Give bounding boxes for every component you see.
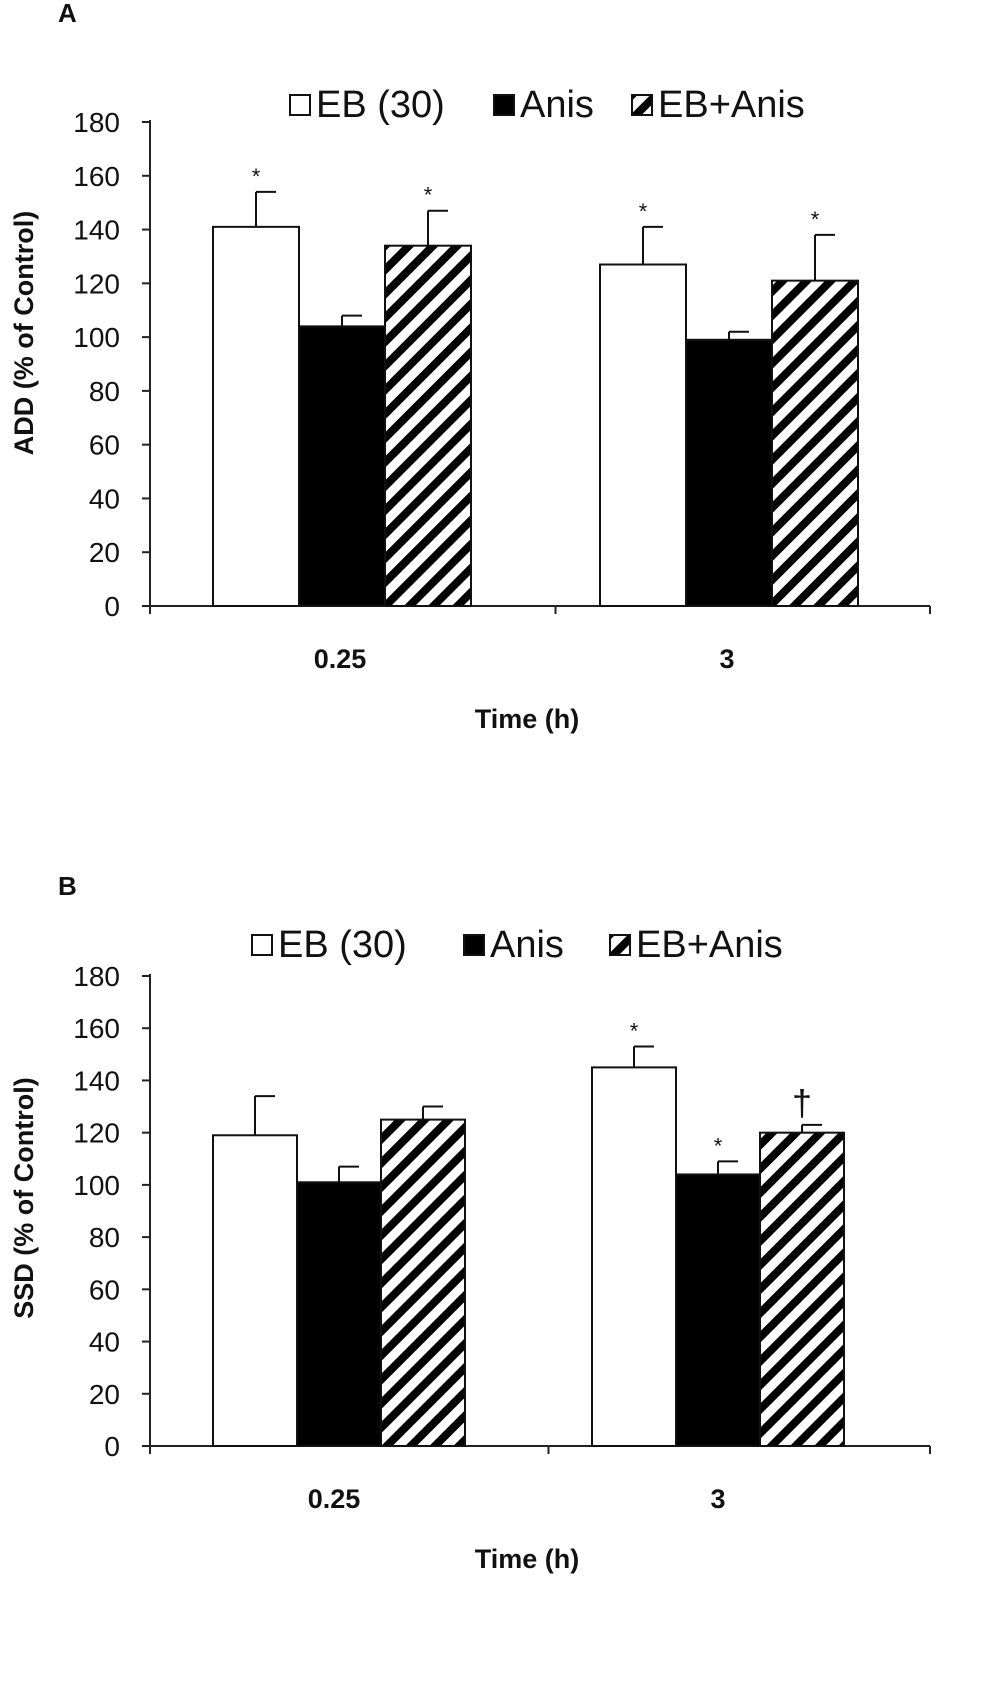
legend-label: Anis xyxy=(490,924,564,966)
chart-panel-b: B 0 20 40 60 80 100 120 140 160 180 SSD (% of Contr… xyxy=(9,871,931,1574)
y-axis-title: SSD (% of Control) xyxy=(9,1077,39,1318)
bar-eb xyxy=(212,225,300,607)
x-category-label: 0.25 xyxy=(314,644,367,674)
legend-swatch-anis xyxy=(463,934,485,956)
bar-eb-anis xyxy=(771,279,859,607)
bar-eb xyxy=(599,263,687,607)
y-tick-label: 140 xyxy=(73,1065,120,1096)
x-axis-title: Time (h) xyxy=(475,704,580,734)
y-tick-label: 180 xyxy=(73,961,120,992)
y-tick-label: 40 xyxy=(89,1327,120,1358)
y-tick-label: 140 xyxy=(73,215,120,246)
y-tick-label: 20 xyxy=(89,537,120,568)
y-tick-label: 100 xyxy=(73,1170,120,1201)
y-tick-label: 100 xyxy=(73,322,120,353)
legend-swatch-eb-anis xyxy=(631,94,653,116)
y-tick-label: 160 xyxy=(73,161,120,192)
legend-swatch-eb-anis xyxy=(609,934,631,956)
y-axis-title: ADD (% of Control) xyxy=(9,211,39,455)
y-tick-label: 160 xyxy=(73,1013,120,1044)
x-category-label: 3 xyxy=(719,644,734,674)
bar-anis xyxy=(296,1181,382,1448)
significance-marker: * xyxy=(424,183,433,208)
y-tick-label: 0 xyxy=(104,1431,120,1462)
bar-anis xyxy=(298,325,386,607)
legend-swatch-anis xyxy=(493,94,515,116)
chart-panel-a: A 0 20 40 60 80 100 120 140 160 180 ADD (% of Contr… xyxy=(9,0,931,734)
bar-eb-anis xyxy=(384,244,472,607)
y-tick-label: 20 xyxy=(89,1379,120,1410)
significance-marker: * xyxy=(811,207,820,232)
legend-swatch-eb xyxy=(289,94,311,116)
y-tick-label: 120 xyxy=(73,1118,120,1149)
y-tick-label: 40 xyxy=(89,483,120,514)
bar-anis xyxy=(675,1173,761,1447)
y-tick-label: 80 xyxy=(89,376,120,407)
significance-marker: * xyxy=(252,164,261,189)
x-category-label: 3 xyxy=(710,1484,725,1514)
y-tick-label: 0 xyxy=(104,591,120,622)
legend-label: EB+Anis xyxy=(658,84,805,126)
significance-marker: * xyxy=(630,1019,639,1044)
panel-label: A xyxy=(58,0,77,28)
panel-label: B xyxy=(58,871,77,901)
bar-anis xyxy=(685,338,773,607)
legend-label: EB (30) xyxy=(278,924,407,966)
y-tick-label: 60 xyxy=(89,430,120,461)
bar-eb xyxy=(591,1066,677,1448)
legend-label: EB+Anis xyxy=(636,924,783,966)
y-tick-label: 80 xyxy=(89,1222,120,1253)
bar-eb-anis xyxy=(759,1131,845,1447)
bar-eb-anis xyxy=(380,1118,466,1447)
significance-marker: † xyxy=(792,1082,812,1123)
y-tick-label: 180 xyxy=(73,107,120,138)
x-category-label: 0.25 xyxy=(308,1484,361,1514)
significance-marker: * xyxy=(639,199,648,224)
legend-label: Anis xyxy=(520,84,594,126)
significance-marker: * xyxy=(714,1133,723,1158)
x-axis-title: Time (h) xyxy=(475,1544,580,1574)
y-tick-label: 60 xyxy=(89,1274,120,1305)
legend-label: EB (30) xyxy=(316,84,445,126)
legend-swatch-eb xyxy=(251,934,273,956)
bar-eb xyxy=(212,1134,298,1448)
y-tick-label: 120 xyxy=(73,268,120,299)
